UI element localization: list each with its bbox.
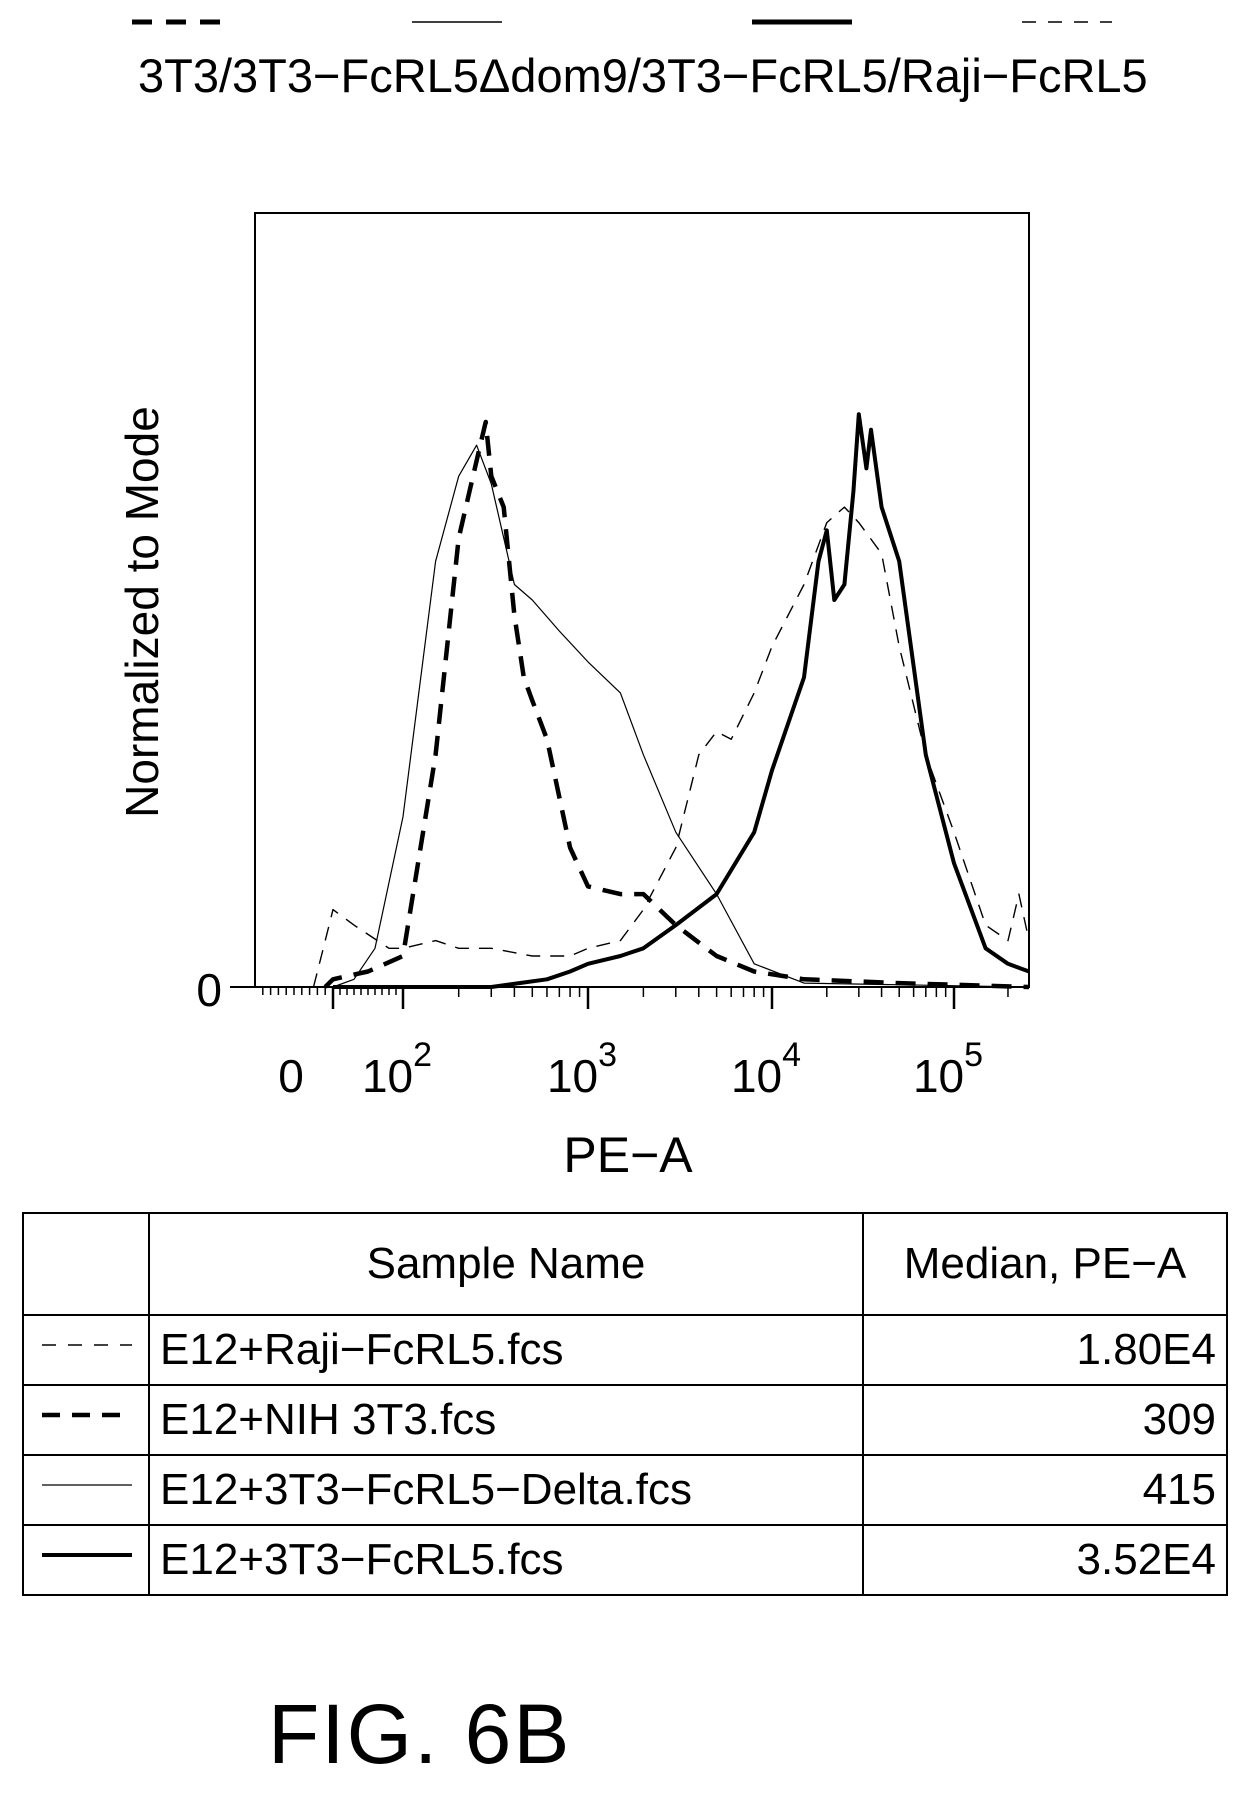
plot-frame: [254, 212, 1030, 988]
table-header-row: Sample Name Median, PE−A: [22, 1212, 1228, 1316]
x-tick-label: 104: [731, 1036, 801, 1102]
series-line-thick-solid: [333, 412, 1030, 989]
row-median: 1.80E4: [862, 1314, 1228, 1386]
table-row: E12+Raji−FcRL5.fcs 1.80E4: [22, 1314, 1228, 1386]
row-sample-name: E12+3T3−FcRL5−Delta.fcs: [148, 1454, 864, 1526]
header-title: 3T3/3T3−FcRL5Δdom9/3T3−FcRL5/Raji−FcRL5: [138, 49, 1148, 102]
series-line-thick-dashed: [323, 419, 1030, 990]
table-header-median: Median, PE−A: [862, 1212, 1228, 1316]
y-axis-label: Normalized to Mode: [116, 406, 168, 818]
table-header-swatch: [22, 1212, 150, 1316]
table-header-sample-name: Sample Name: [148, 1212, 864, 1316]
row-sample-name: E12+Raji−FcRL5.fcs: [148, 1314, 864, 1386]
y-tick-label-0: 0: [196, 964, 222, 1016]
row-swatch-thin-dashed: [22, 1314, 150, 1386]
label-layer: 0 102 103 104 105: [278, 1036, 983, 1102]
series-layer: [312, 412, 1030, 990]
row-swatch-thin-solid: [22, 1454, 150, 1526]
x-tick-label: 0: [278, 1050, 304, 1102]
row-median: 415: [862, 1454, 1228, 1526]
row-median: 3.52E4: [862, 1524, 1228, 1596]
row-median: 309: [862, 1384, 1228, 1456]
table-row: E12+3T3−FcRL5−Delta.fcs 415: [22, 1454, 1228, 1526]
histogram-chart: 0 102 103 104 105 Normalized to Mode PE−A 0: [116, 212, 1030, 1180]
row-swatch-thick-dashed: [22, 1384, 150, 1456]
row-sample-name: E12+3T3−FcRL5.fcs: [148, 1524, 864, 1596]
x-tick-label: 103: [547, 1036, 617, 1102]
series-line-thin-solid: [332, 444, 1030, 988]
x-tick-label: 105: [913, 1036, 983, 1102]
sample-table: Sample Name Median, PE−A E12+Raji−FcRL5.…: [22, 1212, 1228, 1596]
x-axis-label: PE−A: [563, 1127, 693, 1180]
series-line-thin-dashed: [312, 506, 1030, 988]
row-swatch-thick-solid: [22, 1524, 150, 1596]
figure-label: FIG. 6B: [268, 1687, 572, 1781]
tick-layer: [230, 986, 1009, 1009]
row-sample-name: E12+NIH 3T3.fcs: [148, 1384, 864, 1456]
table-row: E12+3T3−FcRL5.fcs 3.52E4: [22, 1524, 1228, 1596]
table-row: E12+NIH 3T3.fcs 309: [22, 1384, 1228, 1456]
x-tick-label: 102: [362, 1036, 432, 1102]
